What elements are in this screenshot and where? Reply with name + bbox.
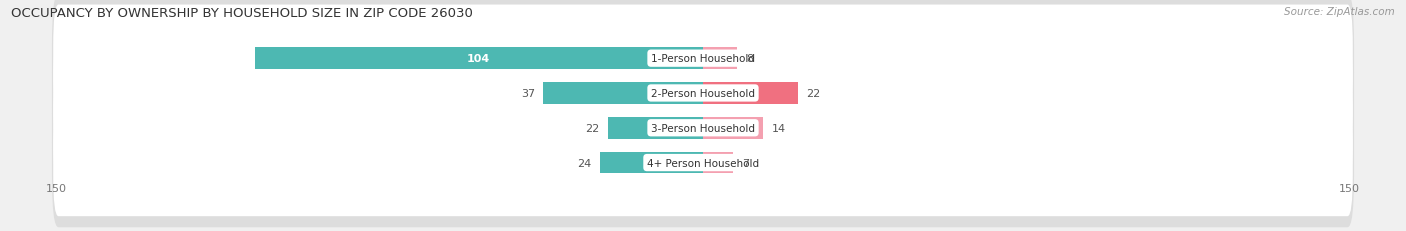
Text: 3-Person Household: 3-Person Household — [651, 123, 755, 133]
Legend: Owner-occupied, Renter-occupied: Owner-occupied, Renter-occupied — [585, 228, 821, 231]
Bar — [703, 152, 733, 174]
Text: OCCUPANCY BY OWNERSHIP BY HOUSEHOLD SIZE IN ZIP CODE 26030: OCCUPANCY BY OWNERSHIP BY HOUSEHOLD SIZE… — [11, 7, 474, 20]
Text: 4+ Person Household: 4+ Person Household — [647, 158, 759, 168]
Bar — [254, 48, 703, 70]
FancyBboxPatch shape — [53, 75, 1353, 182]
FancyBboxPatch shape — [53, 40, 1353, 147]
Bar — [609, 118, 703, 139]
Text: 7: 7 — [742, 158, 749, 168]
FancyBboxPatch shape — [53, 109, 1353, 216]
FancyBboxPatch shape — [52, 0, 1354, 123]
Text: 37: 37 — [520, 88, 534, 99]
Text: 1-Person Household: 1-Person Household — [651, 54, 755, 64]
FancyBboxPatch shape — [52, 29, 1354, 158]
Bar — [599, 152, 703, 174]
Text: 104: 104 — [467, 54, 491, 64]
Text: 8: 8 — [747, 54, 754, 64]
FancyBboxPatch shape — [52, 98, 1354, 227]
Text: 22: 22 — [807, 88, 821, 99]
Bar — [544, 83, 703, 104]
Text: 24: 24 — [576, 158, 591, 168]
Bar — [703, 83, 797, 104]
Text: 14: 14 — [772, 123, 786, 133]
FancyBboxPatch shape — [53, 6, 1353, 112]
Text: 22: 22 — [585, 123, 599, 133]
Text: Source: ZipAtlas.com: Source: ZipAtlas.com — [1284, 7, 1395, 17]
Text: 2-Person Household: 2-Person Household — [651, 88, 755, 99]
Bar — [703, 118, 763, 139]
Bar — [703, 48, 738, 70]
FancyBboxPatch shape — [52, 64, 1354, 193]
